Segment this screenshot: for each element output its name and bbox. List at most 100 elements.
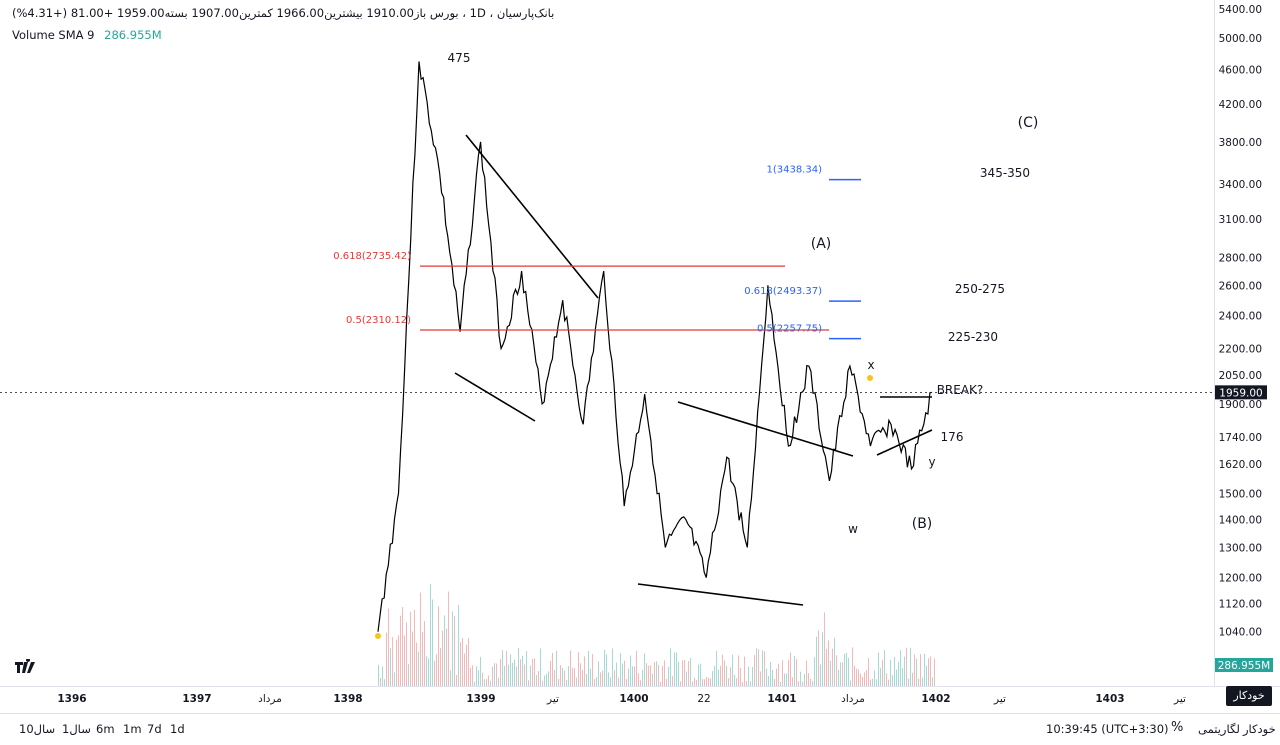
- auto-scale-button[interactable]: خودکار: [1243, 722, 1276, 736]
- trend-line: [677, 401, 854, 457]
- volume-bar: [494, 663, 495, 686]
- clock-readout: 10:39:45 (UTC+3:30): [1046, 722, 1169, 736]
- volume-bar: [554, 669, 555, 686]
- volume-bar: [728, 678, 729, 686]
- range-10y[interactable]: 10سال: [19, 722, 56, 736]
- volume-bar: [902, 668, 903, 686]
- volume-bar: [556, 650, 557, 686]
- volume-bar: [786, 673, 787, 686]
- volume-bars: [378, 584, 935, 686]
- volume-bar: [436, 654, 437, 686]
- volume-bar: [430, 584, 431, 686]
- volume-bar: [384, 679, 385, 686]
- volume-bar: [538, 670, 539, 686]
- volume-bar: [478, 670, 479, 686]
- volume-bar: [440, 648, 441, 686]
- volume-bar: [926, 665, 927, 686]
- volume-bar: [604, 649, 605, 686]
- range-7d[interactable]: 7d: [147, 722, 162, 736]
- volume-bar: [848, 657, 849, 686]
- volume-bar: [480, 656, 481, 686]
- tradingview-logo-icon[interactable]: [14, 659, 38, 675]
- volume-bar: [524, 664, 525, 686]
- volume-bar: [806, 660, 807, 686]
- volume-bar: [528, 680, 529, 686]
- volume-bar: [692, 681, 693, 686]
- auto-scale-badge[interactable]: خودکار: [1226, 686, 1272, 706]
- volume-bar: [840, 662, 841, 686]
- volume-bar: [508, 664, 509, 686]
- range-1d[interactable]: 1d: [170, 722, 185, 736]
- volume-bar: [496, 663, 497, 686]
- volume-bar: [694, 677, 695, 686]
- volume-bar: [880, 667, 881, 686]
- log-scale-button[interactable]: لگاریتمی: [1198, 722, 1240, 736]
- price-tick-label: 1200.00: [1219, 573, 1262, 585]
- volume-bar: [460, 642, 461, 686]
- time-axis-label: 1397: [182, 693, 211, 705]
- price-series-line: [377, 61, 933, 632]
- volume-bar: [702, 678, 703, 686]
- volume-bar: [390, 648, 391, 686]
- volume-bar: [668, 666, 669, 686]
- volume-bar: [420, 592, 421, 686]
- volume-bar: [830, 660, 831, 686]
- volume-bar: [408, 664, 409, 686]
- volume-bar: [584, 656, 585, 686]
- volume-bar: [428, 658, 429, 686]
- volume-bar: [642, 669, 643, 686]
- volume-bar: [606, 654, 607, 686]
- volume-bar: [708, 678, 709, 686]
- volume-bar: [484, 679, 485, 686]
- volume-bar: [930, 656, 931, 686]
- volume-bar: [800, 671, 801, 686]
- range-1m[interactable]: 1m: [123, 722, 142, 736]
- fib-blue-label: 1(3438.34): [766, 165, 822, 176]
- volume-bar: [386, 632, 387, 686]
- volume-bar: [462, 638, 463, 686]
- volume-bar: [406, 622, 407, 686]
- volume-bar: [722, 654, 723, 686]
- volume-bar: [754, 655, 755, 686]
- volume-bar: [562, 667, 563, 686]
- volume-bar: [750, 681, 751, 686]
- price-chart[interactable]: 5400.00 5000.00 4600.00 4200.00 3800.00 3400.…: [0, 0, 1280, 713]
- volume-bar: [558, 679, 559, 686]
- volume-bar: [634, 666, 635, 686]
- percent-scale-button[interactable]: %: [1171, 720, 1184, 735]
- volume-bar: [616, 662, 617, 686]
- volume-bar: [932, 677, 933, 686]
- volume-bar: [796, 659, 797, 686]
- volume-bar: [792, 677, 793, 686]
- volume-bar: [608, 672, 609, 686]
- volume-bar: [724, 660, 725, 686]
- volume-bar: [646, 663, 647, 686]
- volume-bar: [746, 680, 747, 686]
- volume-bar: [520, 659, 521, 686]
- volume-bar: [738, 655, 739, 686]
- volume-bar: [758, 649, 759, 686]
- volume-bar: [464, 653, 465, 686]
- volume-bar: [700, 663, 701, 686]
- volume-bar: [764, 651, 765, 686]
- volume-bar: [812, 680, 813, 686]
- volume-bar: [404, 635, 405, 686]
- volume-bar: [570, 650, 571, 686]
- volume-bar: [432, 599, 433, 686]
- range-6m[interactable]: 6m: [96, 722, 115, 736]
- dividend-marker-dot: [375, 633, 381, 639]
- range-1y[interactable]: 1سال: [62, 722, 91, 736]
- chart-annotation-label: BREAK?: [937, 383, 984, 397]
- volume-bar: [716, 650, 717, 686]
- volume-bar: [868, 657, 869, 686]
- volume-bar: [580, 663, 581, 686]
- volume-bar: [918, 678, 919, 686]
- chart-annotation-label: x: [867, 358, 874, 372]
- volume-bar: [928, 658, 929, 686]
- volume-bar: [882, 659, 883, 686]
- volume-bar: [740, 668, 741, 686]
- volume-bar: [510, 654, 511, 686]
- volume-bar: [618, 677, 619, 686]
- chart-annotation-label: 225-230: [948, 330, 998, 344]
- volume-bar: [852, 647, 853, 686]
